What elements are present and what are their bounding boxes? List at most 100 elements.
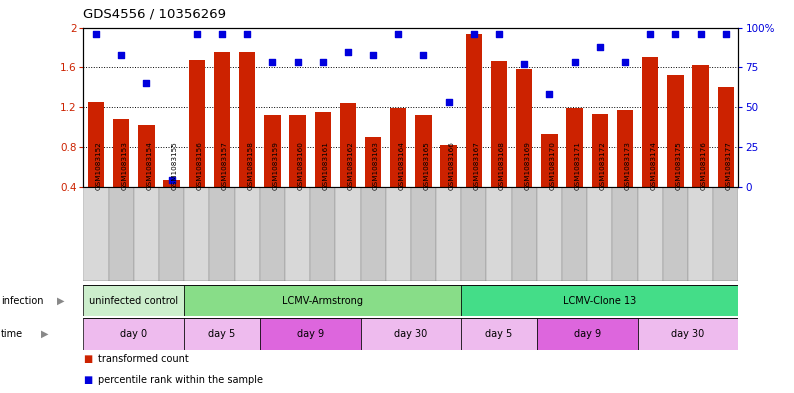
Text: GSM1083162: GSM1083162 <box>348 141 354 189</box>
Text: GSM1083161: GSM1083161 <box>322 141 329 189</box>
Bar <box>184 187 210 281</box>
Text: GSM1083176: GSM1083176 <box>700 141 707 189</box>
Text: GSM1083174: GSM1083174 <box>650 141 656 189</box>
Text: ■: ■ <box>83 354 93 364</box>
Bar <box>214 52 230 187</box>
Bar <box>491 61 507 187</box>
Bar <box>260 318 360 350</box>
Text: GSM1083165: GSM1083165 <box>423 141 430 189</box>
Bar <box>612 187 638 281</box>
Point <box>115 52 128 59</box>
Text: GSM1083152: GSM1083152 <box>96 141 102 189</box>
Text: infection: infection <box>1 296 44 306</box>
Bar <box>617 110 634 187</box>
Bar <box>562 187 588 281</box>
Text: GSM1083175: GSM1083175 <box>676 141 681 189</box>
Bar <box>138 125 155 187</box>
Bar <box>537 318 638 350</box>
Text: ■: ■ <box>83 375 93 385</box>
Text: GSM1083177: GSM1083177 <box>726 141 732 189</box>
Point <box>669 31 682 38</box>
Bar <box>461 285 738 316</box>
Bar <box>386 187 411 281</box>
Text: GDS4556 / 10356269: GDS4556 / 10356269 <box>83 8 226 21</box>
Bar <box>441 145 457 187</box>
Text: day 30: day 30 <box>672 329 704 339</box>
Text: percentile rank within the sample: percentile rank within the sample <box>98 375 263 385</box>
Text: day 9: day 9 <box>574 329 601 339</box>
Bar <box>264 115 280 187</box>
Text: GSM1083167: GSM1083167 <box>474 141 480 189</box>
Point <box>417 52 430 59</box>
Point <box>341 49 354 55</box>
Bar <box>340 103 356 187</box>
Point <box>241 31 253 38</box>
Bar <box>335 187 360 281</box>
Text: GSM1083169: GSM1083169 <box>524 141 530 189</box>
Bar <box>310 187 335 281</box>
Text: GSM1083157: GSM1083157 <box>222 141 228 189</box>
Bar <box>411 187 436 281</box>
Point <box>468 31 480 38</box>
Bar <box>83 187 109 281</box>
Text: GSM1083153: GSM1083153 <box>121 141 127 189</box>
Bar <box>360 187 386 281</box>
Bar <box>164 180 179 187</box>
Point <box>140 80 152 86</box>
Bar <box>688 187 713 281</box>
Bar <box>487 187 511 281</box>
Point <box>543 91 556 97</box>
Text: day 5: day 5 <box>208 329 236 339</box>
Point <box>165 176 178 183</box>
Text: GSM1083164: GSM1083164 <box>399 141 404 189</box>
Text: GSM1083160: GSM1083160 <box>298 141 303 189</box>
Bar <box>289 115 306 187</box>
Text: time: time <box>1 329 23 339</box>
Bar <box>239 52 256 187</box>
Bar <box>113 119 129 187</box>
Text: GSM1083173: GSM1083173 <box>625 141 631 189</box>
Point <box>694 31 707 38</box>
Bar <box>718 87 734 187</box>
Bar <box>133 187 159 281</box>
Text: ▶: ▶ <box>57 296 64 306</box>
Bar <box>566 108 583 187</box>
Bar <box>415 115 432 187</box>
Point <box>619 59 631 66</box>
Text: GSM1083166: GSM1083166 <box>449 141 455 189</box>
Text: GSM1083154: GSM1083154 <box>146 141 152 189</box>
Bar <box>260 187 285 281</box>
Bar <box>588 187 612 281</box>
Bar <box>537 187 562 281</box>
Bar <box>184 285 461 316</box>
Bar <box>360 318 461 350</box>
Text: GSM1083159: GSM1083159 <box>272 141 279 189</box>
Point <box>392 31 405 38</box>
Bar <box>159 187 184 281</box>
Text: GSM1083163: GSM1083163 <box>373 141 379 189</box>
Bar <box>83 318 184 350</box>
Bar <box>692 65 709 187</box>
Point <box>518 61 530 68</box>
Text: day 9: day 9 <box>296 329 324 339</box>
Text: GSM1083168: GSM1083168 <box>499 141 505 189</box>
Text: day 30: day 30 <box>395 329 427 339</box>
Text: GSM1083170: GSM1083170 <box>549 141 556 189</box>
Text: day 5: day 5 <box>485 329 513 339</box>
Bar <box>188 61 205 187</box>
Bar <box>461 318 537 350</box>
Text: LCMV-Clone 13: LCMV-Clone 13 <box>563 296 637 306</box>
Bar <box>667 75 684 187</box>
Point <box>291 59 304 66</box>
Bar <box>210 187 234 281</box>
Point <box>593 44 606 51</box>
Bar <box>83 285 184 316</box>
Text: ▶: ▶ <box>40 329 48 339</box>
Text: LCMV-Armstrong: LCMV-Armstrong <box>282 296 363 306</box>
Point <box>216 31 229 38</box>
Bar <box>466 35 482 187</box>
Bar <box>461 187 487 281</box>
Point <box>367 52 380 59</box>
Bar <box>663 187 688 281</box>
Text: transformed count: transformed count <box>98 354 188 364</box>
